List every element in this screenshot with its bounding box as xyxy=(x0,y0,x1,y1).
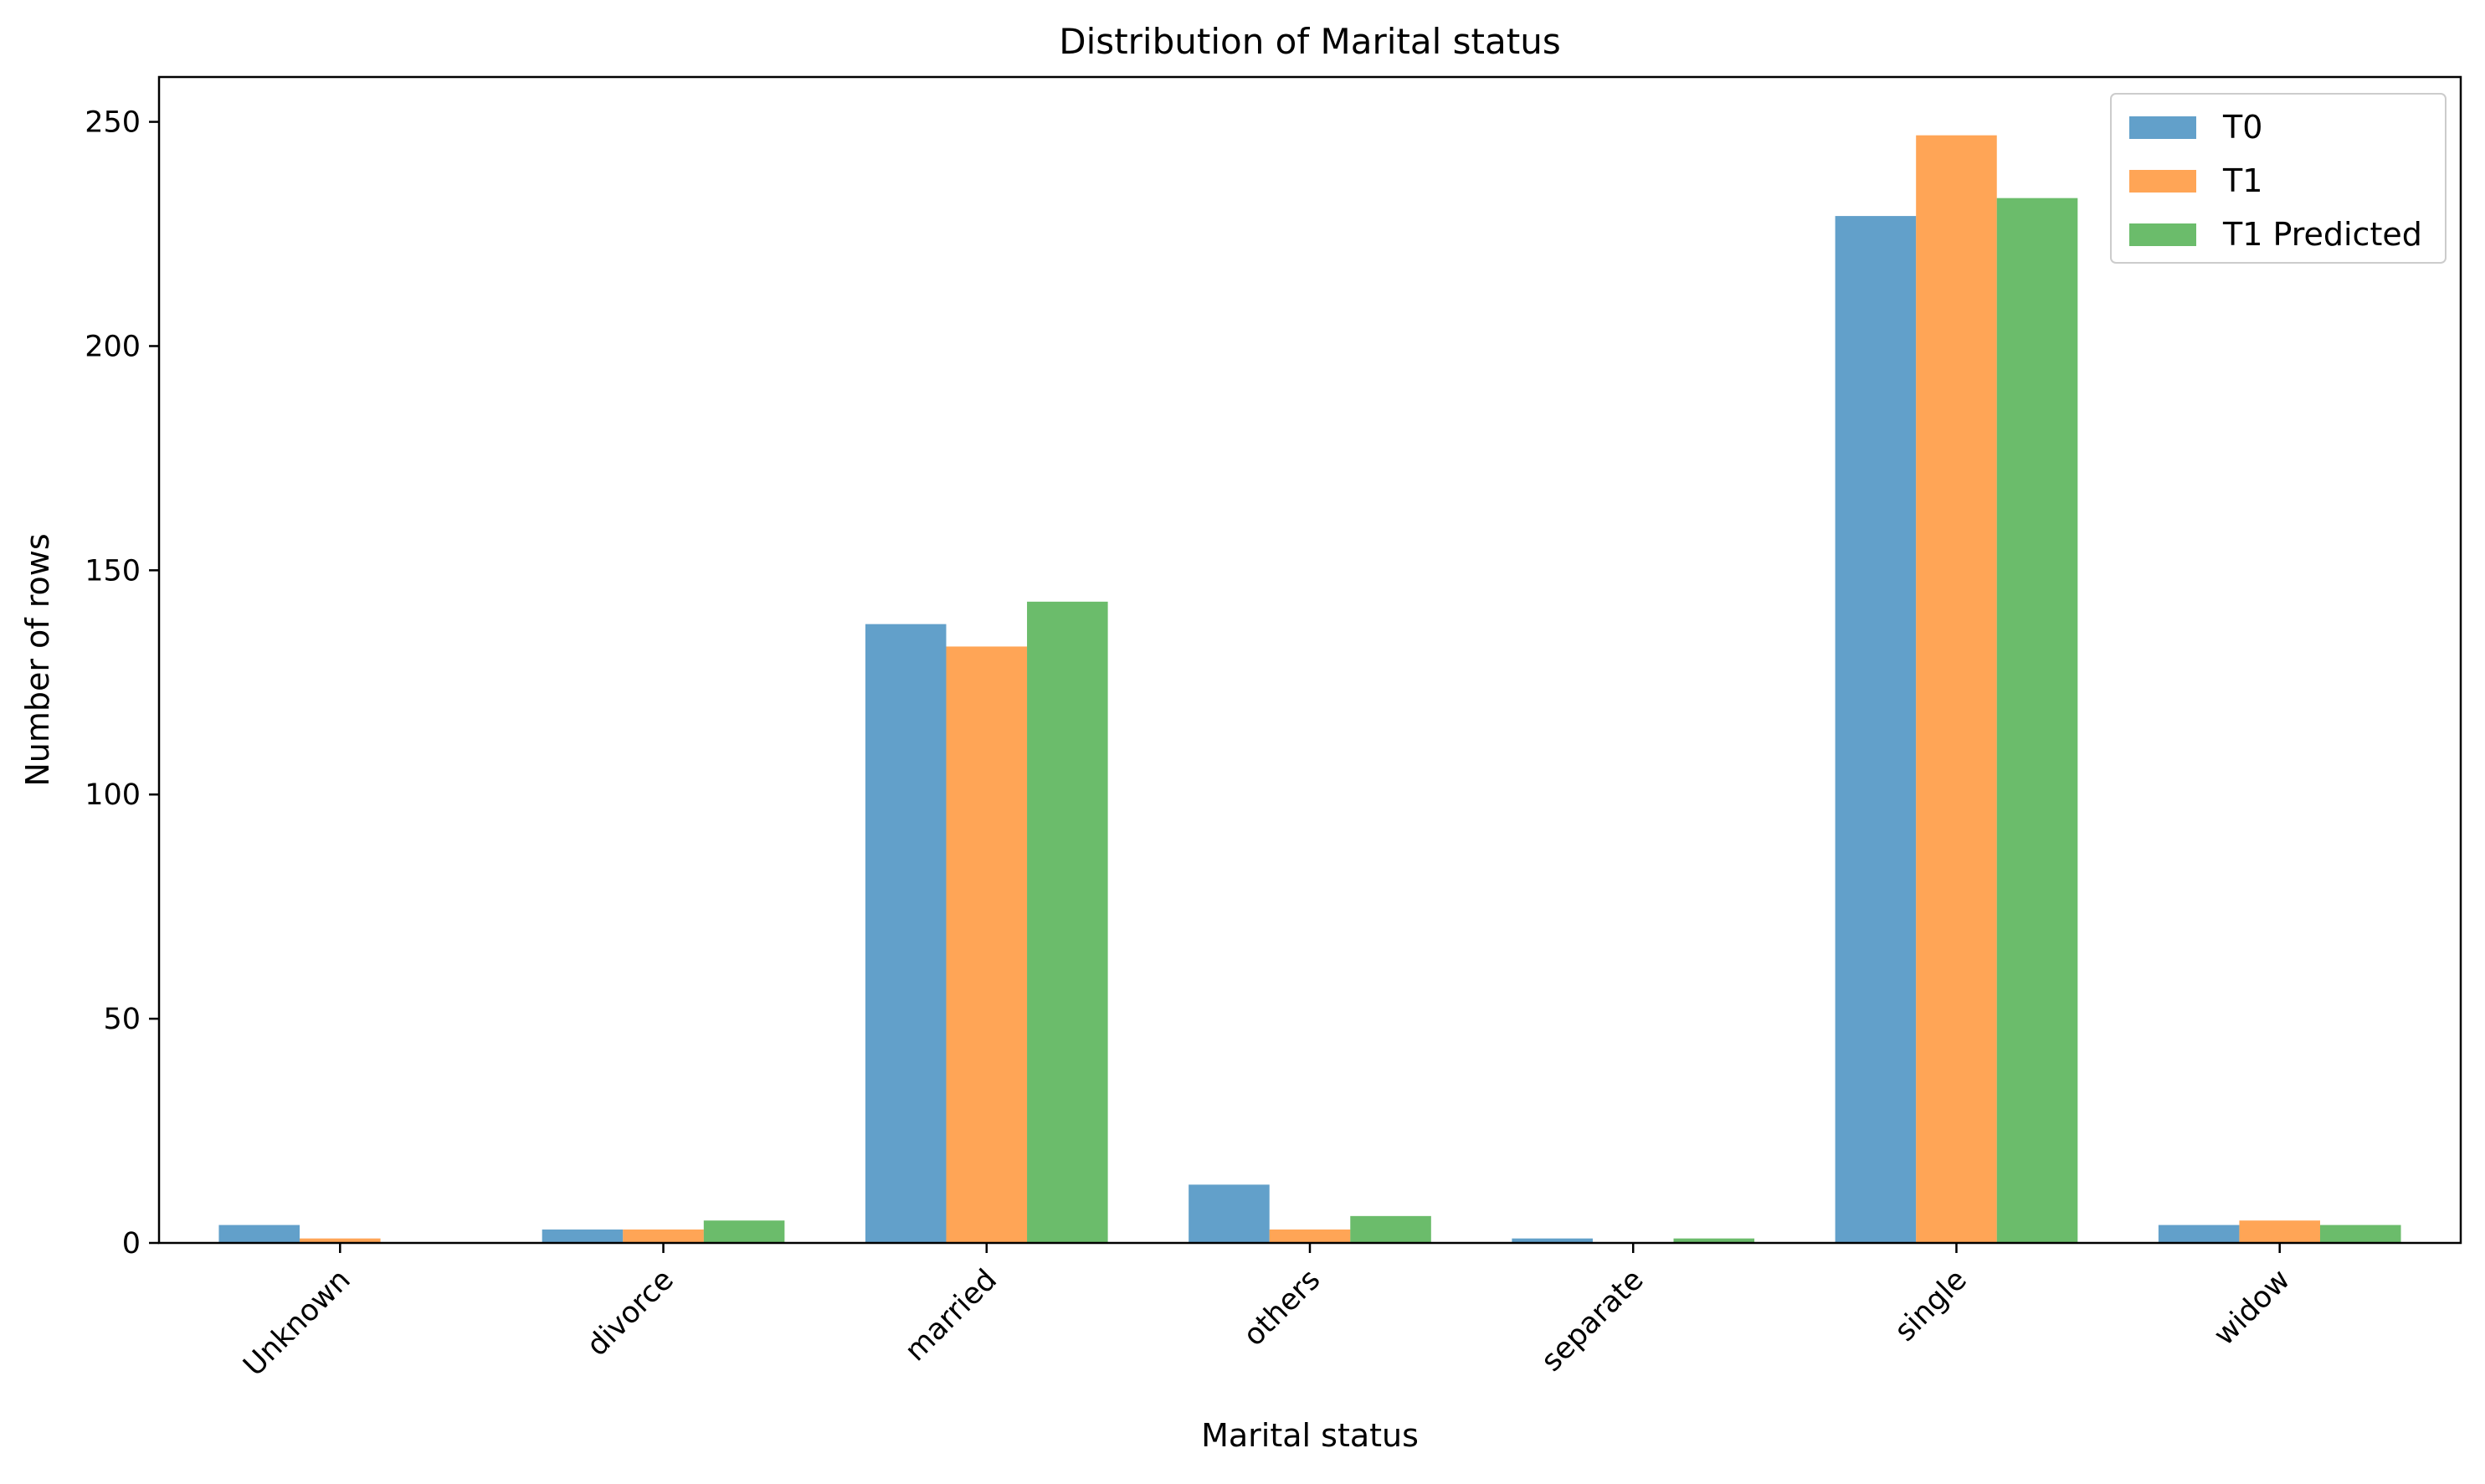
bar-t1-unknown xyxy=(300,1238,381,1243)
bar-t0-single xyxy=(1835,216,1917,1243)
bar-t1-predicted-divorce xyxy=(703,1220,785,1243)
y-axis-label: Number of rows xyxy=(19,533,56,786)
chart-title: Distribution of Marital status xyxy=(1059,21,1560,62)
x-tick-label-single: single xyxy=(1888,1263,1974,1348)
x-tick-label-divorce: divorce xyxy=(581,1263,680,1363)
x-tick-label-widow: widow xyxy=(2208,1263,2297,1352)
bar-t0-separate xyxy=(1512,1238,1593,1243)
bar-t1-predicted-widow xyxy=(2319,1225,2401,1243)
bar-t1-predicted-married xyxy=(1027,601,1108,1243)
bars-layer xyxy=(218,135,2401,1243)
bar-t1-predicted-separate xyxy=(1673,1238,1755,1243)
y-tick-label: 150 xyxy=(85,554,141,588)
y-tick-label: 250 xyxy=(85,106,141,140)
bar-t1-others xyxy=(1269,1229,1351,1243)
bar-t1-married xyxy=(946,646,1028,1243)
legend-swatch-t1-predicted xyxy=(2129,223,2196,246)
bar-t1-single xyxy=(1916,135,1997,1243)
bar-t1-widow xyxy=(2239,1220,2320,1243)
y-tick-label: 100 xyxy=(85,778,141,812)
bar-t0-divorce xyxy=(542,1229,624,1243)
legend-label-t1: T1 xyxy=(2222,162,2262,199)
bar-t1-predicted-single xyxy=(1996,198,2078,1243)
bar-t0-others xyxy=(1189,1184,1270,1243)
legend-label-t0: T0 xyxy=(2222,109,2262,146)
y-tick-label: 50 xyxy=(103,1003,141,1036)
y-axis: 0 50 100 150 200 250 xyxy=(85,106,159,1261)
x-axis-label: Marital status xyxy=(1201,1417,1419,1454)
series-t1 xyxy=(300,135,2320,1243)
x-axis: Unknown divorce married others separate singl… xyxy=(237,1243,2297,1383)
x-tick-label-separate: separate xyxy=(1535,1263,1651,1379)
legend-swatch-t1 xyxy=(2129,170,2196,193)
x-tick-label-unknown: Unknown xyxy=(237,1263,357,1383)
legend: T0 T1 T1 Predicted xyxy=(2110,93,2446,264)
legend-label-t1-predicted: T1 Predicted xyxy=(2222,216,2422,253)
series-t0 xyxy=(218,216,2240,1243)
bar-t1-divorce xyxy=(623,1229,704,1243)
bar-t1-predicted-others xyxy=(1350,1215,1431,1243)
bar-t0-unknown xyxy=(218,1225,300,1243)
y-tick-label: 0 xyxy=(122,1227,141,1261)
bar-t0-married xyxy=(865,624,947,1243)
x-tick-label-others: others xyxy=(1237,1263,1327,1353)
series-t1-predicted xyxy=(703,198,2401,1243)
legend-swatch-t0 xyxy=(2129,116,2196,139)
y-tick-label: 200 xyxy=(85,330,141,363)
bar-t0-widow xyxy=(2158,1225,2240,1243)
x-tick-label-married: married xyxy=(899,1263,1004,1368)
